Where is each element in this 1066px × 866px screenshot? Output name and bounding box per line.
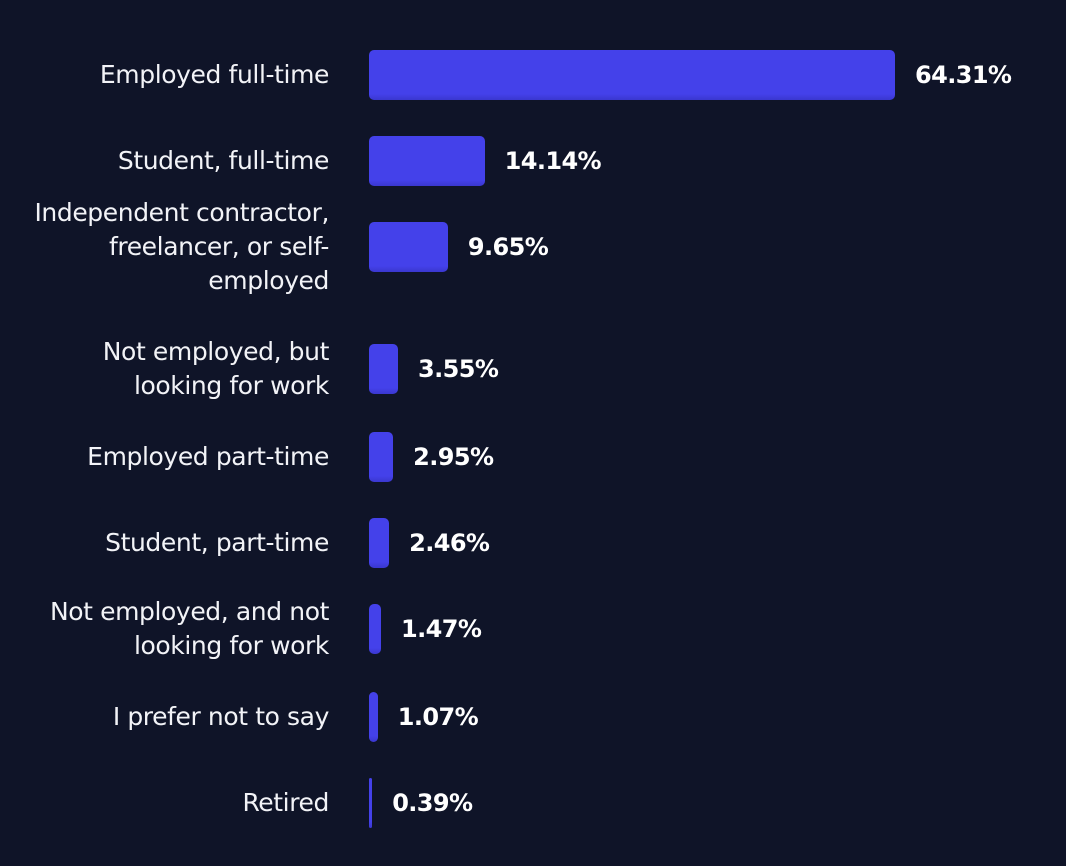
category-label: Retired (242, 788, 329, 817)
value-label: 1.07% (397, 703, 479, 731)
bar (369, 604, 382, 654)
value-label: 1.47% (401, 615, 482, 643)
value-label: 14.14% (504, 147, 602, 175)
category-label: Employed part-time (87, 442, 329, 471)
value-label: 9.65% (467, 233, 549, 261)
value-label: 64.31% (915, 61, 1012, 89)
category-label: I prefer not to say (112, 702, 330, 731)
value-label: 2.46% (409, 529, 490, 557)
bar (369, 50, 895, 100)
category-label: Employed full-time (99, 60, 329, 89)
category-label: Independent contractor, freelancer, or s… (34, 198, 329, 295)
category-label: Student, full-time (117, 146, 330, 175)
value-label: 0.39% (392, 789, 473, 817)
bar (369, 222, 448, 272)
category-label: Student, part-time (105, 528, 329, 557)
bar (369, 692, 378, 742)
bar (369, 344, 399, 394)
category-label: Not employed, and not looking for work (49, 597, 329, 660)
bar (369, 432, 394, 482)
bar (369, 518, 390, 568)
bar (369, 136, 485, 186)
bar (369, 778, 373, 828)
value-label: 3.55% (418, 355, 499, 383)
category-label: Not employed, but looking for work (102, 337, 330, 400)
value-label: 2.95% (413, 443, 494, 471)
